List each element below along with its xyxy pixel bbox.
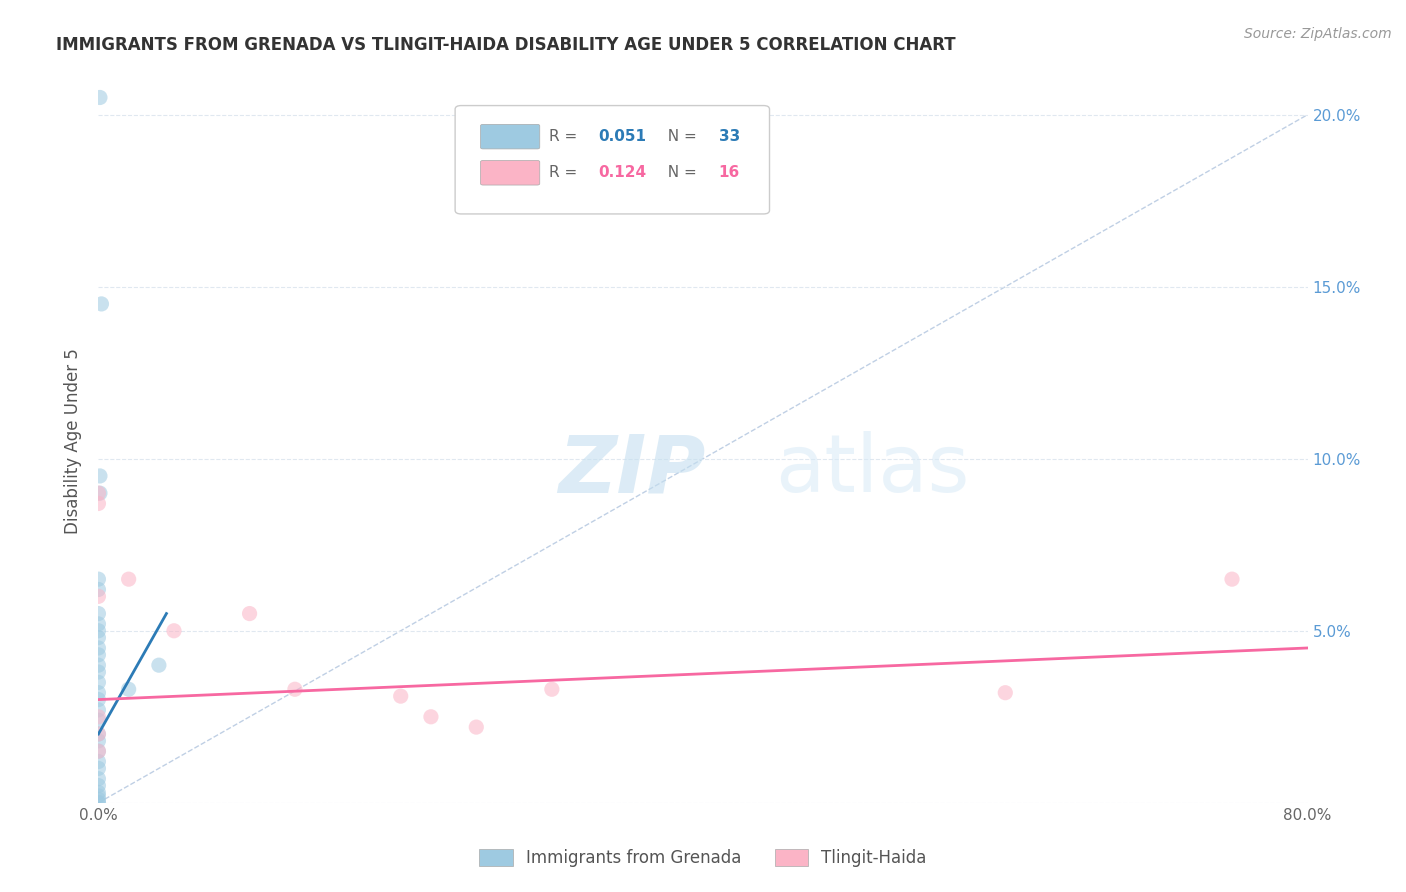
- Text: R =: R =: [550, 165, 582, 180]
- FancyBboxPatch shape: [481, 124, 540, 149]
- Text: N =: N =: [658, 129, 702, 145]
- Point: [87, 734, 110, 748]
- Point: [87, 744, 110, 758]
- Point: [87, 624, 110, 638]
- Point: [89, 469, 111, 483]
- Point: [87, 785, 110, 799]
- Point: [1220, 572, 1243, 586]
- Point: [163, 624, 186, 638]
- Point: [239, 607, 262, 621]
- Point: [87, 727, 110, 741]
- Text: 0.051: 0.051: [598, 129, 645, 145]
- Text: N =: N =: [658, 165, 702, 180]
- FancyBboxPatch shape: [481, 161, 540, 185]
- Point: [87, 755, 110, 769]
- Point: [87, 665, 110, 679]
- Point: [994, 686, 1017, 700]
- Point: [87, 607, 110, 621]
- Point: [87, 789, 110, 803]
- Point: [87, 713, 110, 727]
- Point: [87, 796, 110, 810]
- Text: 0.124: 0.124: [598, 165, 645, 180]
- Point: [87, 772, 110, 786]
- Point: [420, 710, 443, 724]
- Point: [87, 796, 110, 810]
- Point: [87, 744, 110, 758]
- Point: [87, 486, 110, 500]
- Point: [87, 686, 110, 700]
- Point: [87, 710, 110, 724]
- Point: [540, 682, 562, 697]
- Point: [87, 582, 110, 597]
- Point: [87, 779, 110, 793]
- Point: [87, 616, 110, 631]
- Point: [465, 720, 488, 734]
- Point: [90, 297, 112, 311]
- Text: ZIP: ZIP: [558, 432, 706, 509]
- Point: [87, 675, 110, 690]
- Point: [87, 496, 110, 510]
- Point: [148, 658, 170, 673]
- Text: IMMIGRANTS FROM GRENADA VS TLINGIT-HAIDA DISABILITY AGE UNDER 5 CORRELATION CHAR: IMMIGRANTS FROM GRENADA VS TLINGIT-HAIDA…: [56, 36, 956, 54]
- Point: [89, 90, 111, 104]
- Point: [87, 727, 110, 741]
- Point: [87, 692, 110, 706]
- Text: 33: 33: [718, 129, 740, 145]
- Point: [87, 631, 110, 645]
- Point: [284, 682, 307, 697]
- Point: [87, 572, 110, 586]
- Point: [118, 682, 141, 697]
- Legend: Immigrants from Grenada, Tlingit-Haida: Immigrants from Grenada, Tlingit-Haida: [472, 842, 934, 874]
- Point: [87, 648, 110, 662]
- FancyBboxPatch shape: [456, 105, 769, 214]
- Point: [87, 761, 110, 775]
- Point: [389, 689, 412, 703]
- Point: [87, 703, 110, 717]
- Point: [118, 572, 141, 586]
- Point: [87, 792, 110, 806]
- Text: atlas: atlas: [776, 432, 970, 509]
- Point: [87, 658, 110, 673]
- Point: [87, 640, 110, 655]
- Text: 16: 16: [718, 165, 740, 180]
- Text: Source: ZipAtlas.com: Source: ZipAtlas.com: [1244, 27, 1392, 41]
- Point: [87, 590, 110, 604]
- Text: R =: R =: [550, 129, 582, 145]
- Point: [89, 486, 111, 500]
- Y-axis label: Disability Age Under 5: Disability Age Under 5: [65, 349, 83, 534]
